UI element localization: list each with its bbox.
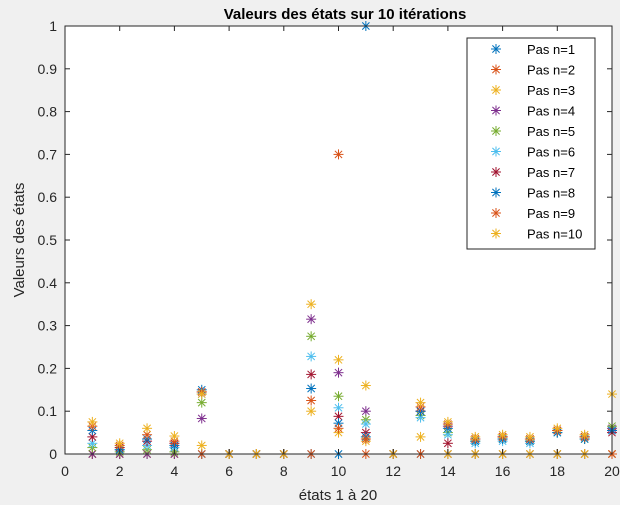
y-tick-label: 1 [49,18,57,34]
y-axis-ticks: 0 0.1 0.2 0.3 0.4 0.5 0.6 0.7 0.8 0.9 1 [38,18,612,462]
data-point [142,423,153,434]
data-point [306,351,317,362]
legend-entry: Pas n=1 [527,42,575,57]
data-point [415,431,426,442]
x-axis-label: états 1 à 20 [299,487,377,504]
data-point [442,416,453,427]
legend-entry: Pas n=7 [527,165,575,180]
data-point [360,406,371,417]
y-tick-label: 0.5 [38,232,58,248]
y-tick-label: 0 [49,446,57,462]
data-point [360,434,371,445]
legend: Pas n=1 Pas n=2 Pas n=3 Pas n=4 Pas n=5 Pas n… [466,37,596,250]
legend-marker [491,64,501,75]
y-tick-label: 0.6 [38,189,58,205]
data-point [196,413,207,424]
data-point [306,299,317,310]
y-tick-label: 0.1 [38,403,58,419]
data-point [169,431,180,442]
legend-marker [491,85,501,95]
y-tick-label: 0.3 [38,318,58,334]
x-tick-label: 12 [385,463,401,479]
x-tick-label: 8 [280,463,288,479]
data-point [196,397,207,408]
data-point [415,397,426,408]
legend-marker [491,146,501,157]
legend-entry: Pas n=4 [527,104,575,119]
data-point [306,314,317,325]
x-tick-label: 14 [440,463,456,479]
data-point [333,402,344,413]
legend-marker [491,208,501,218]
x-tick-label: 2 [116,463,124,479]
data-point [196,389,207,400]
x-tick-label: 18 [550,463,566,479]
data-point [524,431,535,442]
x-tick-label: 0 [61,463,69,479]
data-point [87,431,98,442]
data-point [114,438,125,449]
data-point [497,429,508,440]
data-point [333,391,344,402]
data-point [360,380,371,391]
data-point [333,423,344,434]
legend-marker [491,167,501,177]
legend-marker [491,228,501,239]
legend-marker [491,187,501,198]
legend-entry: Pas n=2 [527,63,575,78]
data-point [360,419,371,430]
legend-box [466,37,596,250]
data-point [306,331,317,342]
x-tick-label: 6 [225,463,233,479]
data-point [87,416,98,427]
x-tick-label: 20 [604,463,620,479]
y-tick-label: 0.2 [38,360,58,376]
legend-entry: Pas n=8 [527,186,575,201]
x-axis-ticks: 0 2 4 6 8 10 12 14 16 18 20 [61,26,620,479]
y-tick-label: 0.9 [38,61,58,77]
data-point [552,423,563,434]
y-tick-label: 0.7 [38,146,58,162]
x-tick-label: 16 [495,463,511,479]
legend-entry: Pas n=9 [527,206,575,221]
data-point [579,429,590,440]
x-tick-label: 4 [171,463,179,479]
x-tick-label: 10 [331,463,347,479]
legend-marker [491,105,501,116]
chart-title: Valeurs des états sur 10 itérations [224,6,467,23]
data-point [306,406,317,417]
y-tick-label: 0.4 [38,275,58,291]
legend-entry: Pas n=6 [527,145,575,160]
legend-marker [491,126,501,136]
legend-entry: Pas n=5 [527,124,575,139]
data-point [333,354,344,365]
data-point [306,395,317,406]
legend-entry: Pas n=10 [527,227,582,242]
data-point [306,369,317,380]
data-point [470,431,481,442]
data-point [333,149,344,160]
data-point [196,440,207,451]
y-axis-label: Valeurs des états [11,183,28,298]
data-point [306,383,317,394]
y-tick-label: 0.8 [38,104,58,120]
legend-marker [491,44,501,54]
data-point [333,367,344,378]
data-point [442,438,453,449]
legend-entry: Pas n=3 [527,83,575,98]
